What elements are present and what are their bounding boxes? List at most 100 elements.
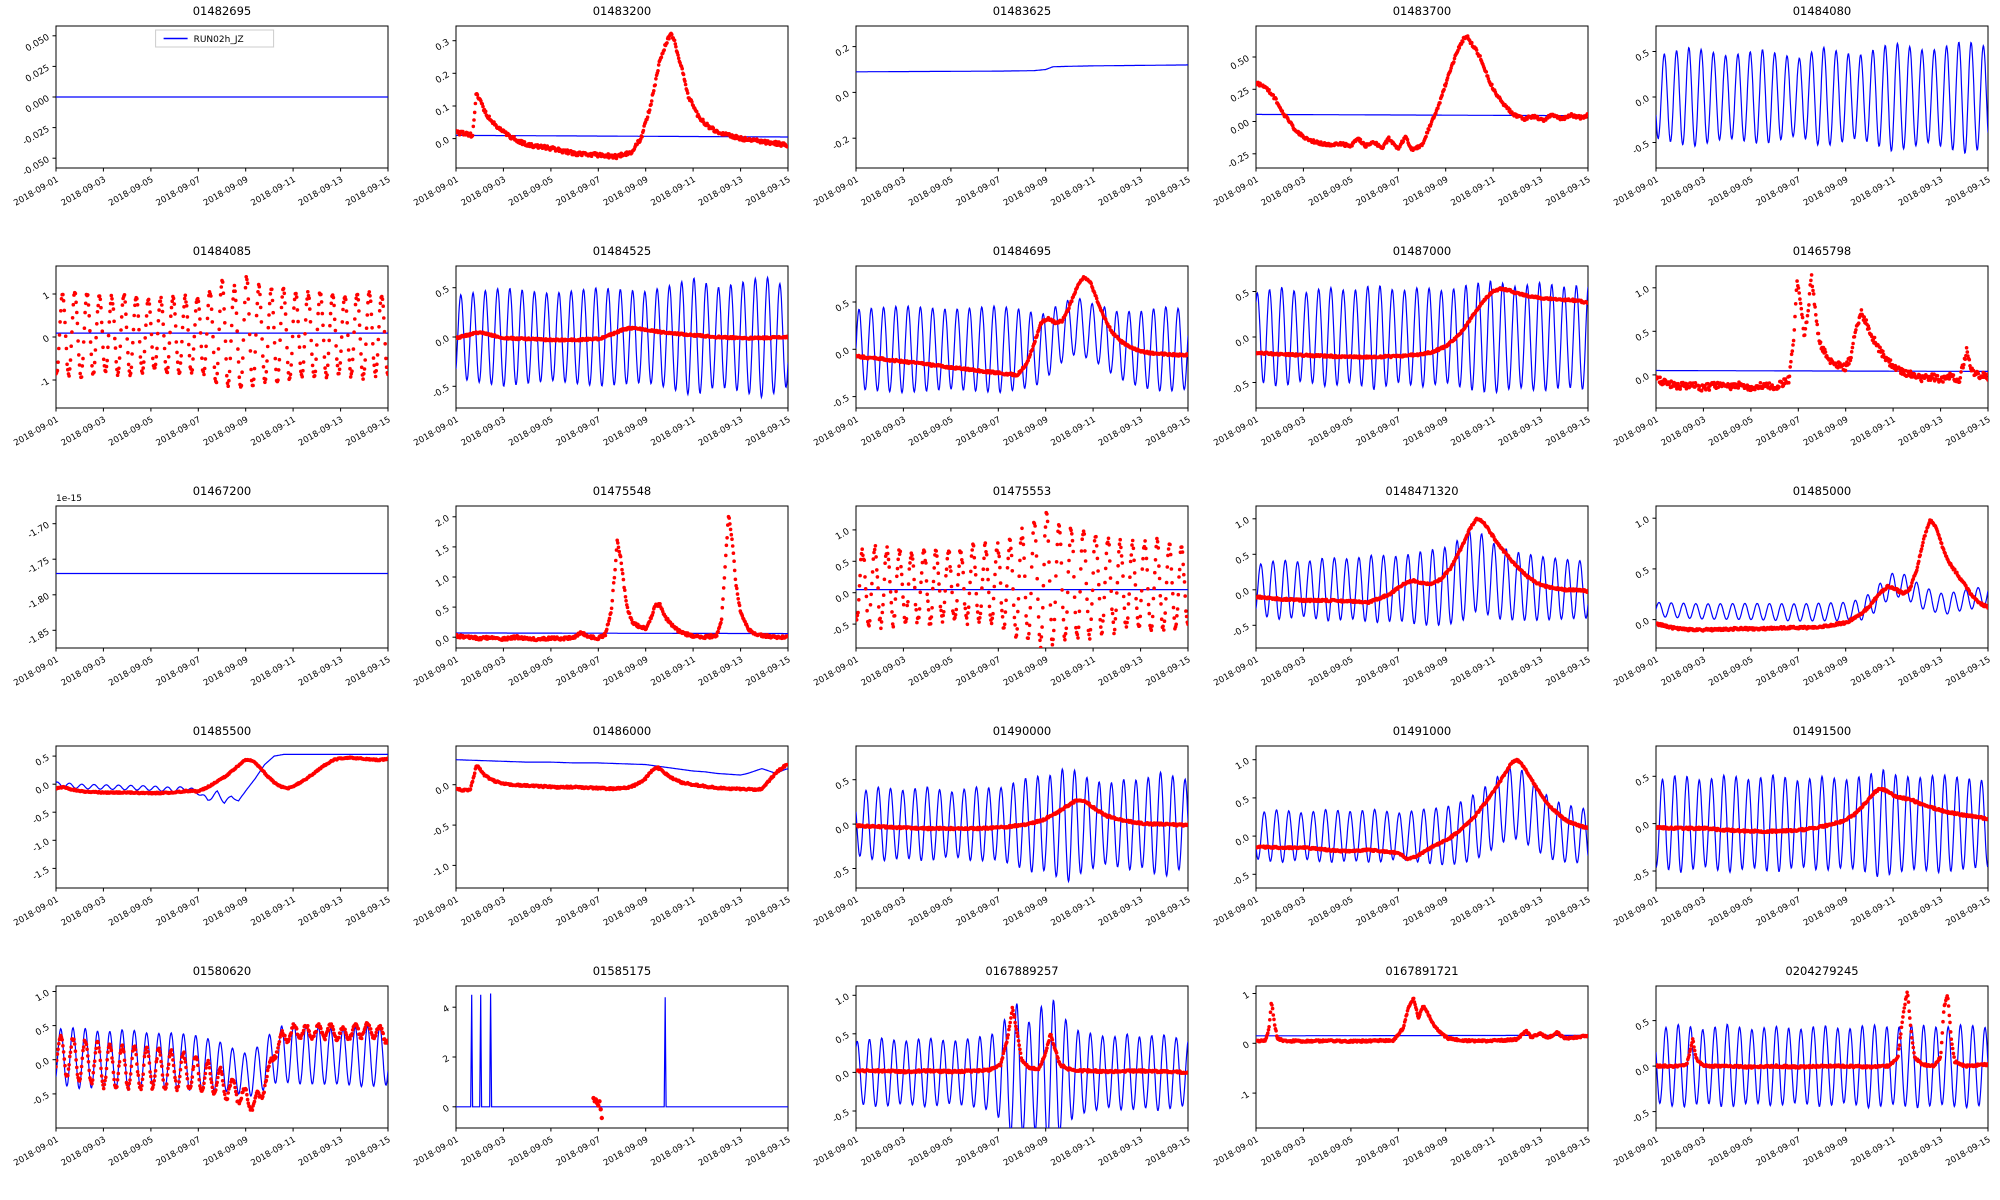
series-layer (856, 510, 1188, 648)
y-tick-labels: 0.2 0.0 -0.2 (831, 44, 856, 153)
axes-frame (455, 505, 789, 649)
subplot-01580620: 01580620 1.0 0.5 0.0 -0.5 2018-09-01 2018-09-0… (0, 960, 400, 1200)
svg-text:2018-09-05: 2018-09-05 (107, 415, 155, 449)
series-line-sim (456, 632, 788, 635)
svg-text:-0.050: -0.050 (21, 155, 51, 178)
svg-text:2018-09-01: 2018-09-01 (1612, 415, 1660, 449)
subplot-0204279245: 0204279245 0.5 0.0 -0.5 2018-09-01 2018-09-03… (1600, 960, 2000, 1200)
y-tick-labels: 1.00.50.0-0.5 (1231, 516, 1256, 640)
plot-canvas: 014672001e-15-1.70-1.75-1.80-1.852018-09… (12, 484, 392, 689)
svg-text:2018-09-13: 2018-09-13 (1497, 655, 1545, 689)
svg-text:2018-09-09: 2018-09-09 (1002, 175, 1050, 209)
svg-text:2018-09-05: 2018-09-05 (507, 655, 555, 689)
plot-title: 01465798 (1793, 244, 1852, 258)
svg-text:2018-09-09: 2018-09-09 (1402, 415, 1450, 449)
svg-text:0.0: 0.0 (1634, 372, 1652, 388)
axes-frame (1255, 25, 1589, 169)
svg-text:2018-09-07: 2018-09-07 (1355, 655, 1403, 689)
subplot-01484525: 01484525 0.5 0.0 -0.5 2018-09-01 2018-09-03 20… (400, 240, 800, 480)
x-tick-labels: 2018-09-01 2018-09-03 2018-09-05 2018-09-07… (1612, 1128, 1993, 1169)
svg-text:2018-09-11: 2018-09-11 (1449, 415, 1497, 449)
svg-text:-0.5: -0.5 (1231, 379, 1251, 396)
plot-title: 01484525 (593, 244, 652, 258)
y-tick-labels: 1.00.50.0-0.5 (831, 527, 856, 638)
x-tick-labels: 2018-09-01 2018-09-03 2018-09-05 2018-09-07… (12, 888, 393, 929)
y-tick-labels: 2.0 1.5 1.0 0.5 0.0 (434, 514, 456, 650)
svg-text:0.0: 0.0 (1234, 587, 1252, 603)
subplot-01485000: 01485000 1.0 0.5 0.0 2018-09-01 2018-09-03 201… (1600, 480, 2000, 720)
svg-text:2018-09-09: 2018-09-09 (602, 655, 650, 689)
svg-text:2018-09-15: 2018-09-15 (1944, 175, 1992, 209)
axes-frame (55, 745, 389, 889)
svg-text:2018-09-11: 2018-09-11 (1849, 415, 1897, 449)
x-tick-labels: 2018-09-01 2018-09-03 2018-09-05 2018-09-07… (1612, 888, 1993, 929)
y-tick-labels: 0.5 0.0 -0.5 (431, 285, 456, 401)
series-dots-obs (591, 1095, 604, 1121)
svg-text:-1.70: -1.70 (26, 521, 51, 541)
plot-title: 0167891721 (1385, 964, 1458, 978)
svg-text:0.5: 0.5 (1234, 288, 1251, 304)
subplot-01490000: 01490000 0.5 0.0 -0.5 2018-09-01 2018-09-03 20… (800, 720, 1200, 960)
y-tick-labels: 1.0 0.5 0.0 (1634, 285, 1656, 388)
svg-text:0.5: 0.5 (834, 299, 851, 315)
svg-text:0.0: 0.0 (1634, 94, 1652, 110)
plot-title: 01484080 (1793, 4, 1852, 18)
plot-title: 01491500 (1793, 724, 1852, 738)
svg-text:0.0: 0.0 (434, 334, 452, 350)
plot-canvas: 01491500 0.50.0-0.5 2018-09-01 2018-09-03 20… (1612, 724, 1993, 929)
subplot-0167891721: 0167891721 1 0 -1 2018-09-01 2018-09-03 2018-0… (1200, 960, 1600, 1200)
svg-text:2018-09-07: 2018-09-07 (155, 415, 203, 449)
svg-text:2018-09-09: 2018-09-09 (202, 415, 250, 449)
series-dots-obs (1656, 786, 1988, 835)
svg-text:2018-09-15: 2018-09-15 (744, 415, 792, 449)
svg-text:2018-09-15: 2018-09-15 (1944, 415, 1992, 449)
series-layer (456, 759, 788, 793)
svg-text:2018-09-13: 2018-09-13 (297, 655, 345, 689)
axes-frame (55, 505, 389, 649)
svg-text:2018-09-05: 2018-09-05 (107, 655, 155, 689)
x-tick-labels: 2018-09-01 2018-09-03 2018-09-05 2018-09-07… (412, 648, 793, 689)
svg-text:2018-09-11: 2018-09-11 (1849, 175, 1897, 209)
series-dots-obs (856, 510, 1188, 648)
x-tick-labels: 2018-09-01 2018-09-03 2018-09-05 2018-09-07… (1212, 888, 1593, 929)
subplot-01487000: 01487000 0.5 0.0 -0.5 2018-09-01 2018-09-03 20… (1200, 240, 1600, 480)
axes-frame (1655, 505, 1989, 649)
svg-text:0.0: 0.0 (1234, 334, 1252, 350)
svg-text:-1.80: -1.80 (26, 592, 51, 612)
subplot-0148471320: 0148471320 1.0 0.5 0.0 -0.5 2018-09-01 2018-09… (1200, 480, 1600, 720)
svg-text:2018-09-03: 2018-09-03 (460, 655, 508, 689)
svg-text:2018-09-03: 2018-09-03 (60, 175, 108, 209)
svg-text:2018-09-09: 2018-09-09 (1402, 655, 1450, 689)
svg-text:1.5: 1.5 (434, 544, 451, 560)
svg-text:2018-09-15: 2018-09-15 (344, 175, 392, 209)
x-tick-labels: 2018-09-01 2018-09-03 2018-09-05 2018-09-07… (1612, 648, 1993, 689)
series-dots-obs (56, 1021, 388, 1112)
subplot-01475553: 01475553 1.0 0.5 0.0 -0.5 2018-09-01 2018-09-0… (800, 480, 1200, 720)
subplot-01465798: 01465798 1.0 0.5 0.0 2018-09-01 2018-09-03 201… (1600, 240, 2000, 480)
series-layer (456, 993, 788, 1121)
plot-title: 01483700 (1393, 4, 1452, 18)
subplot-01485500: 01485500 0.5 0.0 -0.5 -1.0 -1.5 2018-09-01 2018… (0, 720, 400, 960)
svg-text:2018-09-03: 2018-09-03 (1260, 655, 1308, 689)
svg-text:2018-09-01: 2018-09-01 (1612, 175, 1660, 209)
y-tick-labels: 0.3 0.2 0.1 0.0 (434, 38, 456, 151)
svg-text:2018-09-13: 2018-09-13 (697, 415, 745, 449)
svg-text:2018-09-15: 2018-09-15 (1144, 655, 1192, 689)
y-tick-labels: 1.00.50.0-0.5 (31, 988, 56, 1108)
plot-title: 01580620 (193, 964, 252, 978)
y-tick-labels: 420 (442, 1004, 456, 1115)
series-layer (1656, 518, 1988, 633)
svg-text:2018-09-11: 2018-09-11 (1049, 655, 1097, 689)
series-dots-obs (456, 514, 788, 643)
plot-title: 0148471320 (1385, 484, 1458, 498)
svg-text:2018-09-07: 2018-09-07 (155, 175, 203, 209)
svg-text:2018-09-03: 2018-09-03 (60, 655, 108, 689)
svg-text:2018-09-13: 2018-09-13 (1097, 175, 1145, 209)
svg-text:0.5: 0.5 (1634, 328, 1651, 344)
svg-text:0.50: 0.50 (1229, 54, 1252, 73)
svg-text:2018-09-09: 2018-09-09 (1002, 415, 1050, 449)
subplot-01482695: 01482695 0.050 0.025 0.000 -0.025 -0.050 2018-… (0, 0, 400, 240)
x-tick-labels: 2018-09-01 2018-09-03 2018-09-05 2018-09-07… (812, 888, 1193, 929)
